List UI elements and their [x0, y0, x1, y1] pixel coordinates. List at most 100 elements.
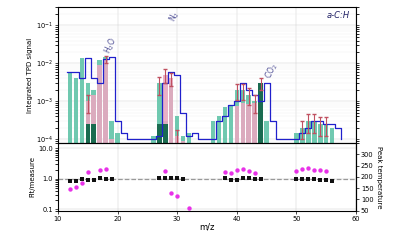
Point	[251, 171, 257, 174]
Text: N$_2$: N$_2$	[167, 9, 183, 24]
Bar	[74, 78, 78, 245]
Bar	[91, 95, 96, 245]
Bar	[97, 65, 102, 245]
Point	[161, 176, 168, 180]
Bar	[163, 121, 167, 245]
Point	[245, 169, 252, 173]
Bar	[109, 139, 114, 245]
Point	[227, 172, 234, 175]
Bar	[311, 121, 316, 245]
Point	[316, 178, 323, 182]
Point	[84, 178, 91, 182]
Point	[102, 167, 109, 171]
Bar	[85, 124, 90, 245]
Point	[72, 185, 79, 189]
Bar	[264, 121, 268, 245]
Bar	[299, 128, 304, 245]
Bar	[222, 107, 227, 245]
Point	[310, 168, 317, 172]
Point	[316, 168, 323, 172]
Point	[179, 177, 186, 181]
Point	[173, 176, 180, 180]
Bar	[169, 78, 173, 245]
Point	[292, 169, 299, 173]
Point	[96, 168, 103, 172]
Bar	[180, 136, 185, 245]
Bar	[329, 128, 334, 245]
Point	[168, 191, 174, 195]
Bar	[109, 121, 114, 245]
Point	[233, 179, 240, 183]
Point	[78, 181, 85, 185]
Bar	[228, 105, 233, 245]
Point	[161, 170, 168, 173]
Bar	[180, 141, 185, 245]
Bar	[79, 58, 84, 245]
Point	[322, 179, 329, 183]
Bar	[163, 75, 167, 245]
Bar	[317, 124, 322, 245]
Text: H$_2$O: H$_2$O	[101, 35, 120, 56]
Point	[227, 178, 234, 182]
Bar	[258, 83, 262, 245]
Point	[298, 167, 305, 171]
Point	[72, 180, 79, 184]
Text: a-C:H: a-C:H	[326, 12, 349, 20]
Bar	[252, 101, 256, 245]
Bar	[91, 124, 96, 245]
Bar	[115, 133, 119, 245]
Bar	[258, 133, 262, 245]
Y-axis label: Peak temperature: Peak temperature	[375, 146, 382, 208]
X-axis label: m/z: m/z	[199, 223, 214, 232]
Bar	[258, 83, 262, 245]
Point	[221, 176, 228, 180]
Bar	[91, 90, 96, 245]
Bar	[175, 136, 179, 245]
Point	[310, 177, 317, 181]
Point	[108, 177, 115, 181]
Bar	[216, 116, 221, 245]
Bar	[157, 124, 161, 245]
Text: CO$_2$: CO$_2$	[262, 61, 280, 81]
Point	[251, 177, 257, 181]
Point	[66, 179, 73, 183]
Y-axis label: Integrated TPD signal: Integrated TPD signal	[27, 37, 33, 113]
Point	[257, 177, 263, 181]
Point	[156, 176, 162, 180]
Point	[185, 206, 192, 210]
Bar	[246, 104, 250, 245]
Point	[328, 180, 335, 184]
Point	[96, 176, 103, 180]
Bar	[67, 72, 72, 245]
Bar	[85, 83, 90, 245]
Bar	[210, 121, 215, 245]
Y-axis label: Fit/measure: Fit/measure	[29, 156, 36, 197]
Bar	[305, 121, 310, 245]
Bar	[103, 57, 108, 245]
Bar	[175, 116, 179, 245]
Point	[66, 187, 73, 191]
Bar	[186, 133, 191, 245]
Point	[233, 168, 240, 172]
Bar	[151, 136, 155, 245]
Bar	[294, 133, 298, 245]
Point	[90, 179, 97, 183]
Bar	[240, 90, 244, 245]
Bar	[85, 101, 90, 245]
Bar	[103, 59, 108, 245]
Point	[168, 176, 174, 180]
Bar	[234, 106, 238, 245]
Point	[298, 178, 305, 182]
Point	[239, 176, 245, 180]
Point	[245, 176, 252, 180]
Point	[221, 170, 228, 174]
Bar	[323, 124, 328, 245]
Bar	[234, 90, 238, 245]
Point	[84, 170, 91, 174]
Bar	[169, 83, 173, 245]
Point	[102, 177, 109, 181]
Bar	[246, 95, 250, 245]
Point	[173, 194, 180, 198]
Bar	[252, 103, 256, 245]
Point	[304, 166, 311, 170]
